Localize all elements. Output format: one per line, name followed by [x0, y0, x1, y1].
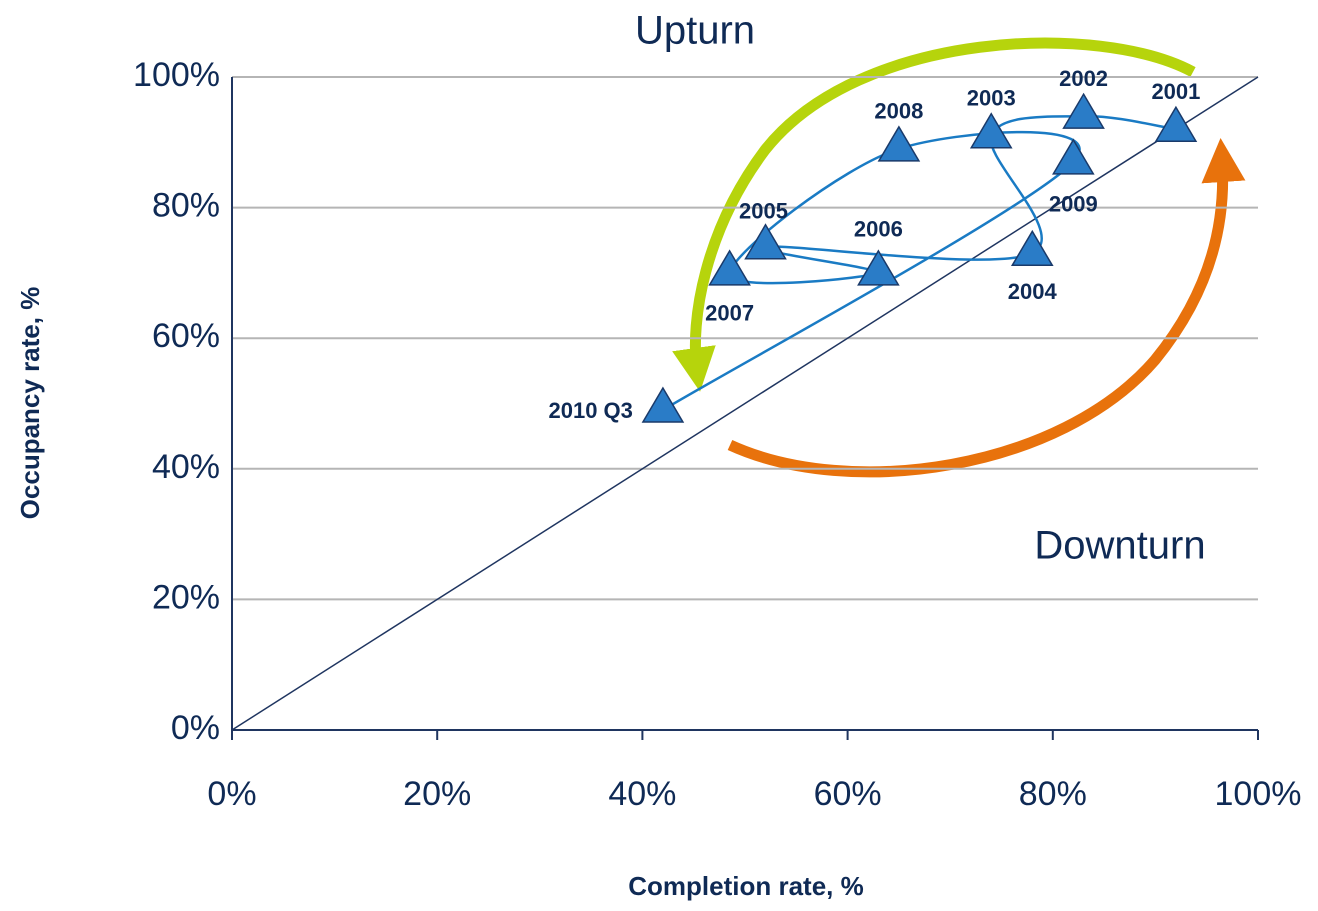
- y-tick-label: 80%: [152, 187, 220, 225]
- point-label: 2004: [1008, 279, 1058, 304]
- y-tick-label: 20%: [152, 578, 220, 616]
- point-label: 2003: [967, 86, 1016, 111]
- marker: [877, 125, 921, 162]
- point-label: 2001: [1151, 79, 1200, 104]
- marker: [1154, 105, 1198, 142]
- marker: [969, 112, 1013, 149]
- annotation: Downturn: [1034, 524, 1205, 568]
- annotation: Upturn: [635, 9, 755, 53]
- x-tick-label: 60%: [814, 775, 882, 813]
- marker: [744, 223, 787, 260]
- y-tick-label: 100%: [133, 56, 220, 94]
- point-label: 2009: [1049, 192, 1098, 217]
- marker: [1010, 229, 1054, 267]
- marker: [857, 249, 900, 286]
- upturn-arrow: [672, 37, 1196, 392]
- y-axis-title: Occupancy rate, %: [15, 287, 45, 520]
- point-label: 2007: [705, 301, 754, 326]
- downturn-arrow: [727, 138, 1246, 478]
- x-tick-label: 40%: [608, 775, 676, 813]
- point-label: 2005: [739, 199, 788, 224]
- x-tick-label: 20%: [403, 775, 471, 813]
- y-tick-label: 40%: [152, 448, 220, 486]
- point-label: 2006: [854, 217, 903, 242]
- marker: [1062, 92, 1105, 129]
- y-tick-label: 60%: [152, 317, 220, 355]
- point-label: 2008: [874, 99, 923, 124]
- trajectory-line: [662, 114, 1177, 412]
- y-tick-label: 0%: [171, 709, 220, 747]
- reference-line: [231, 76, 1259, 731]
- point-label: 2010 Q3: [549, 398, 633, 423]
- x-tick-label: 100%: [1215, 775, 1302, 813]
- marker: [1052, 138, 1095, 175]
- marker: [708, 249, 751, 286]
- x-axis-title: Completion rate, %: [628, 871, 863, 901]
- x-tick-label: 0%: [207, 775, 256, 813]
- point-label: 2002: [1059, 66, 1108, 91]
- x-tick-label: 80%: [1019, 775, 1087, 813]
- marker: [641, 386, 685, 423]
